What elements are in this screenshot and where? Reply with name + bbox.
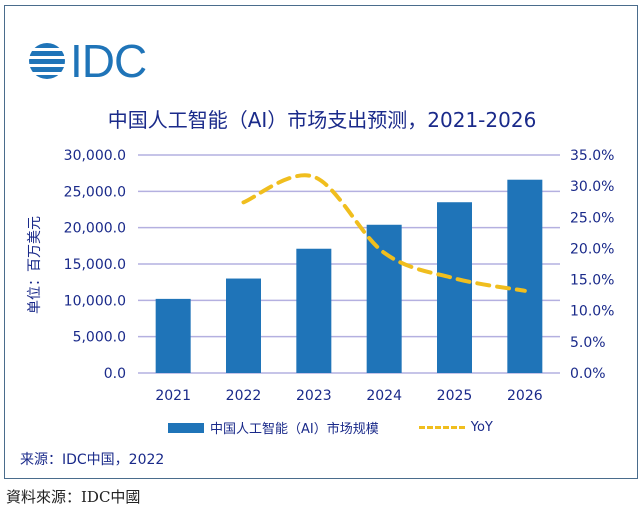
bar-2025 (437, 202, 472, 373)
yoy-line (241, 173, 527, 293)
y2-tick-label: 30.0% (570, 179, 614, 195)
bar-2026 (507, 179, 543, 373)
bar-2023 (296, 248, 332, 373)
y-tick-label: 10,000.0 (64, 293, 126, 309)
y2-tick-label: 35.0% (570, 148, 614, 164)
x-tick-label: 2023 (296, 388, 332, 404)
footer-caption: 資料來源：IDC中國 (6, 488, 141, 506)
y2-tick-label: 0.0% (570, 366, 606, 382)
y-tick-label: 15,000.0 (64, 257, 126, 273)
x-tick-label: 2026 (507, 388, 543, 404)
idc-logo: IDC (28, 35, 147, 87)
legend-bar-swatch (168, 422, 204, 433)
bar-2021 (155, 298, 191, 373)
legend-line-swatch (418, 426, 465, 429)
y-tick-label: 30,000.0 (64, 148, 126, 164)
y2-tick-label: 10.0% (570, 304, 614, 320)
y2-tick-label: 5.0% (570, 335, 606, 351)
y-tick-label: 20,000.0 (64, 221, 126, 237)
bar-2024 (366, 224, 402, 373)
source-note: 来源：IDC中国，2022 (20, 452, 165, 468)
idc-globe-icon (29, 43, 65, 79)
legend-bar-label: 中国人工智能（AI）市场规模 (210, 422, 379, 437)
y-tick-label: 25,000.0 (64, 184, 126, 200)
legend: 中国人工智能（AI）市场规模 YoY (168, 418, 493, 437)
y-tick-label: 5,000.0 (73, 330, 126, 346)
y2-tick-label: 20.0% (570, 241, 614, 257)
x-tick-label: 2024 (366, 388, 402, 404)
x-tick-label: 2022 (226, 388, 262, 404)
chart-title: 中国人工智能（AI）市场支出预测，2021-2026 (107, 108, 537, 132)
legend-line-label: YoY (470, 420, 493, 435)
bar-2022 (226, 278, 261, 373)
x-tick-label: 2025 (437, 388, 473, 404)
y-tick-label: 0.0 (104, 366, 126, 382)
y2-tick-label: 15.0% (570, 273, 614, 289)
y2-tick-label: 25.0% (570, 210, 614, 226)
logo-text: IDC (70, 35, 147, 87)
x-tick-label: 2021 (155, 388, 191, 404)
